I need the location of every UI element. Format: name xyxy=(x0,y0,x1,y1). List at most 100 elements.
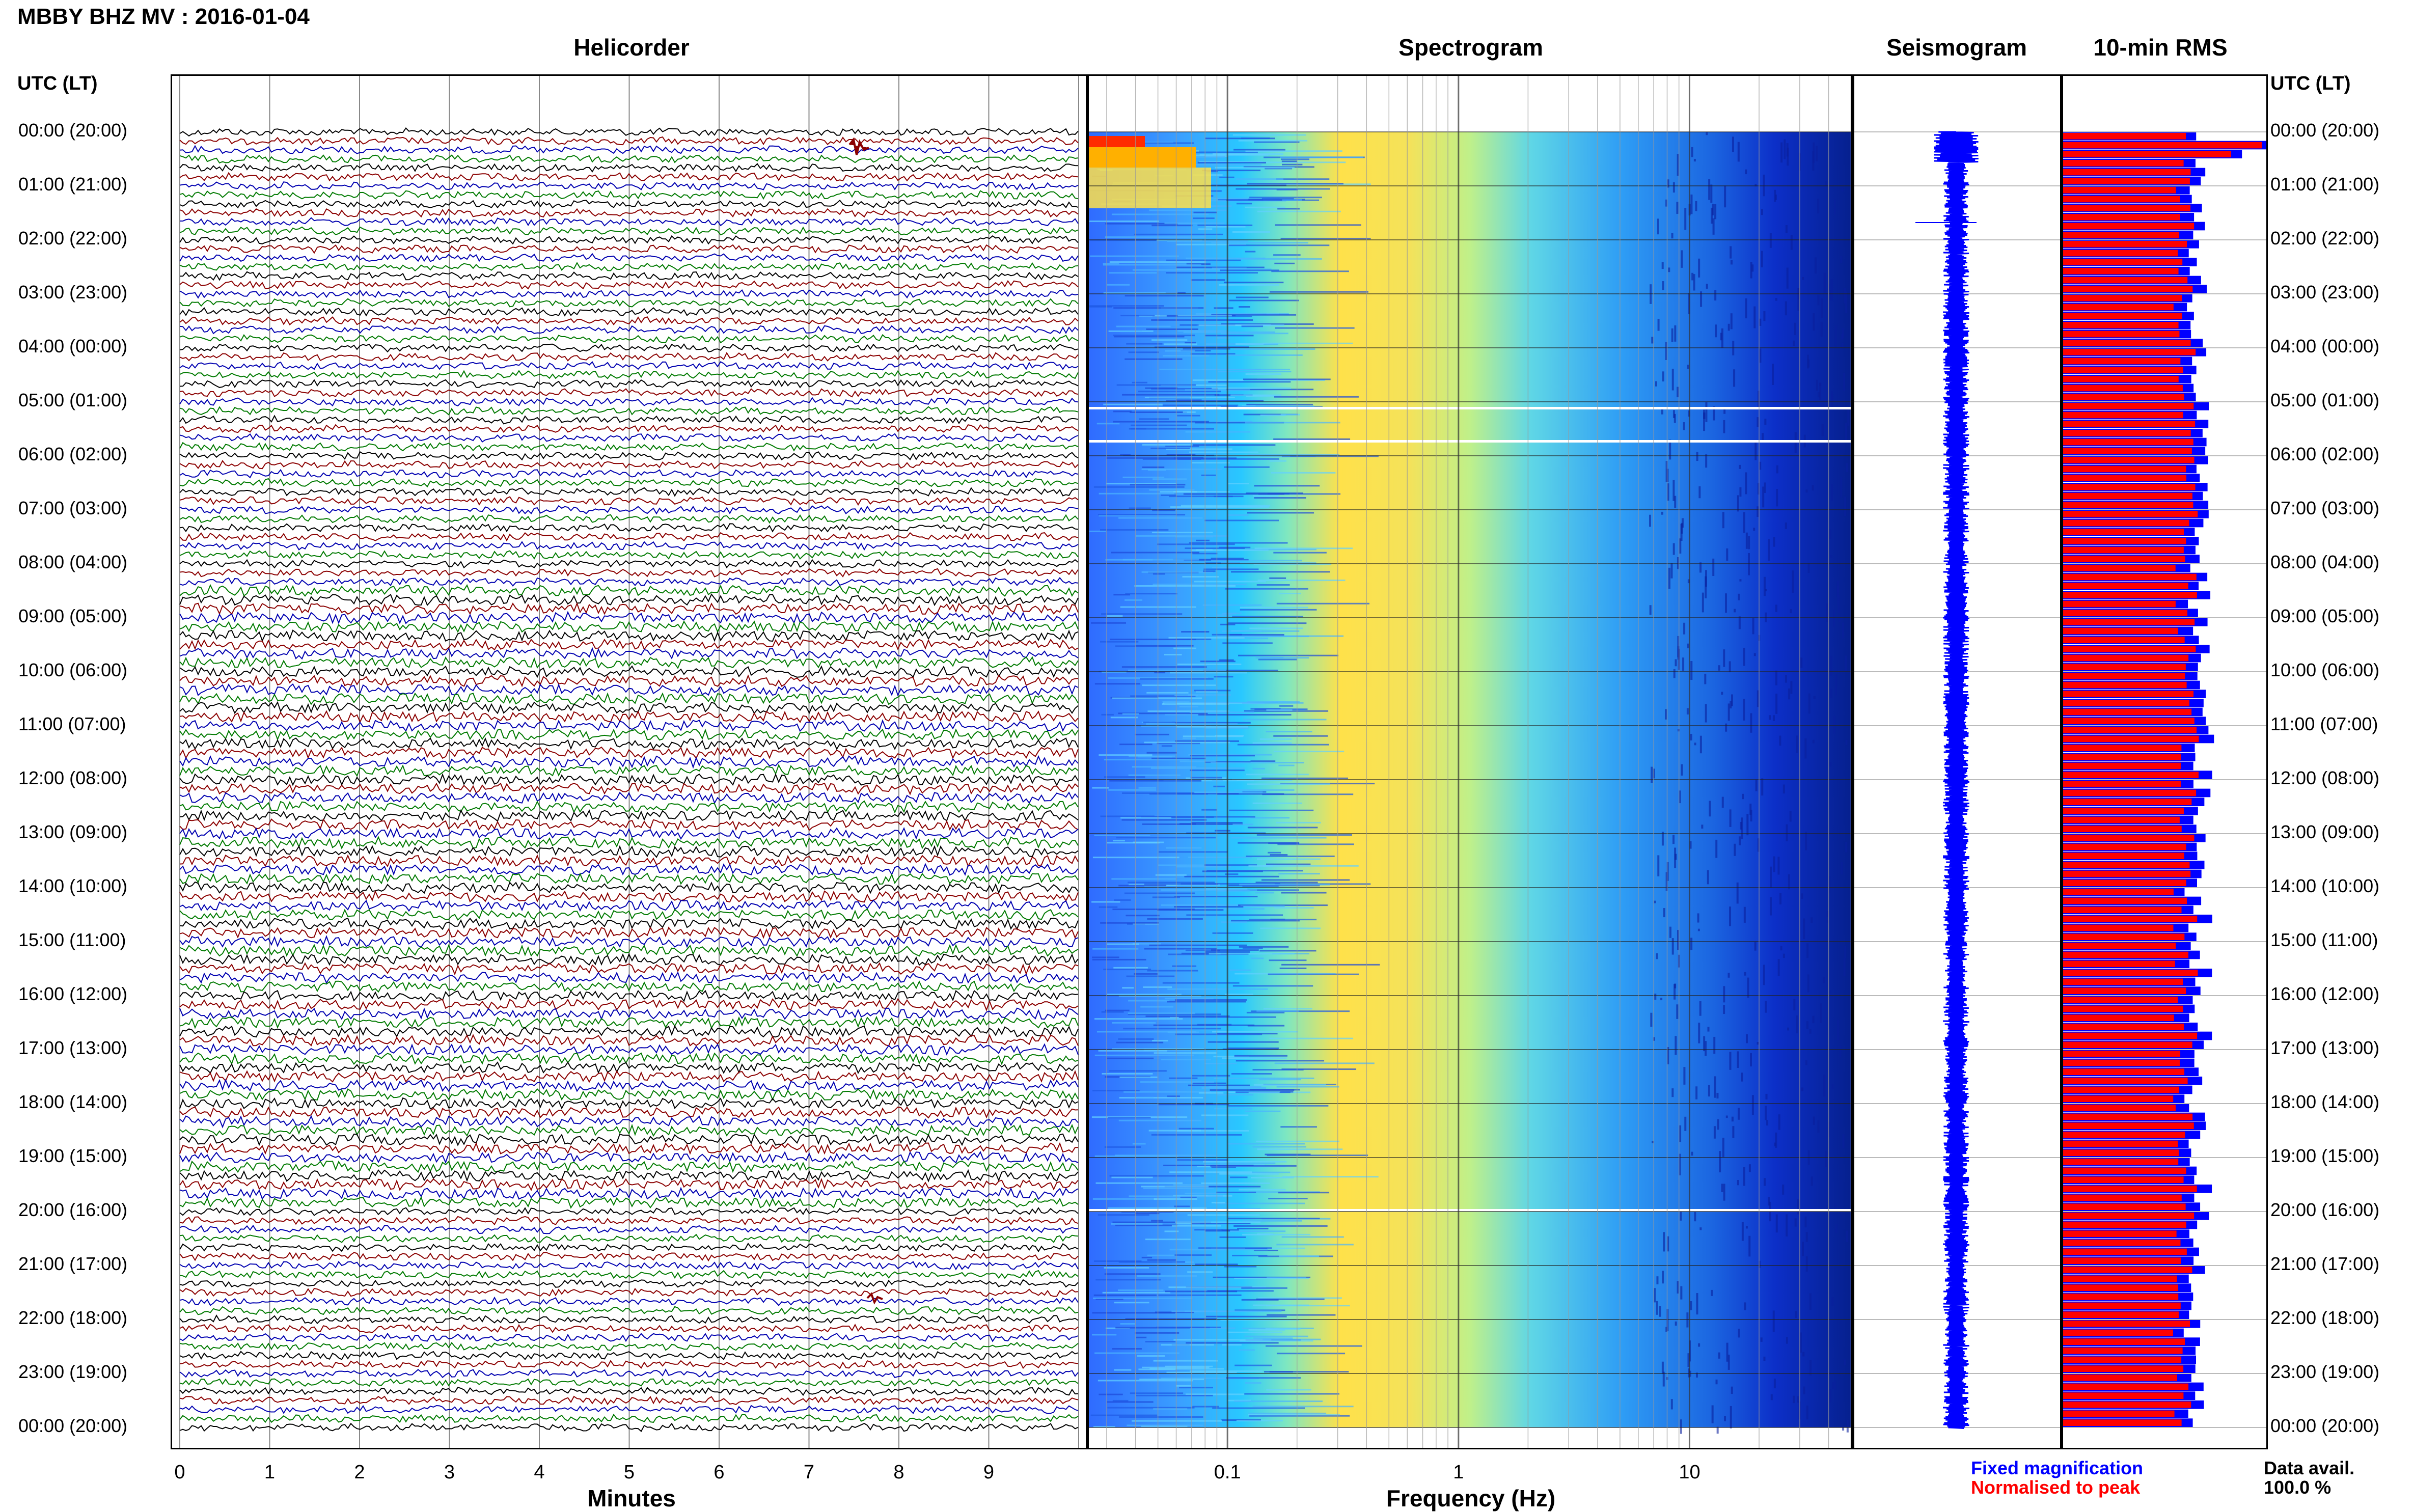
spectrogram-streak xyxy=(1679,1153,1681,1175)
spectrogram-streak xyxy=(1703,409,1706,431)
spectrogram-streak xyxy=(1126,343,1163,345)
spectrogram-streak xyxy=(1246,492,1303,494)
rms-panel[interactable] xyxy=(2062,74,2268,1449)
rms-bar-normalised xyxy=(2063,1132,2185,1138)
spectrogram-streak xyxy=(1169,1171,1252,1173)
spectrogram-streak xyxy=(1138,787,1157,789)
spectrogram-streak xyxy=(1741,1073,1743,1082)
rms-bar-normalised xyxy=(2063,592,2197,598)
spectrogram-streak xyxy=(1821,298,1823,318)
spectrogram-streak xyxy=(1245,150,1342,152)
spectrogram-streak xyxy=(1110,717,1138,719)
spectrogram-streak xyxy=(1164,702,1177,704)
spectrogram-streak xyxy=(1190,777,1222,779)
spectrogram-streak xyxy=(1276,602,1369,604)
time-label-right: 19:00 (15:00) xyxy=(2270,1145,2380,1166)
spectrogram-streak xyxy=(1175,268,1272,270)
spectrogram-streak xyxy=(1198,1092,1224,1094)
spectrogram-streak xyxy=(1214,1108,1252,1110)
spectrogram-streak xyxy=(1136,1394,1213,1396)
spectrogram-streak xyxy=(1676,202,1679,214)
time-label-right: 01:00 (21:00) xyxy=(2270,174,2380,195)
spectrogram-streak xyxy=(1840,477,1843,498)
spectrogram-streak xyxy=(1809,1293,1812,1310)
spectrogram-streak xyxy=(1725,1115,1728,1118)
spectrogram-streak xyxy=(1823,272,1826,293)
rms-bar-normalised xyxy=(2063,448,2192,454)
spectrogram-streak xyxy=(1269,291,1368,293)
helicorder-panel[interactable] xyxy=(171,74,1087,1449)
spectrogram-streak xyxy=(1161,1344,1214,1346)
spectrogram-streak xyxy=(1119,1076,1158,1078)
helicorder-trace xyxy=(179,719,1079,732)
spectrogram-streak xyxy=(1181,952,1216,954)
spectrogram-streak xyxy=(1273,751,1345,753)
rms-bar-normalised xyxy=(2063,438,2193,446)
rms-bar-normalised xyxy=(2063,340,2191,346)
rms-bar-normalised xyxy=(2063,1086,2180,1093)
spectrogram-streak xyxy=(1746,1034,1748,1043)
rms-bar-normalised xyxy=(2063,1186,2197,1192)
spectrogram-streak xyxy=(1121,819,1207,821)
time-label-right: 18:00 (14:00) xyxy=(2270,1091,2380,1112)
seismogram-panel[interactable] xyxy=(1853,74,2062,1449)
spectrogram-streak xyxy=(1227,1047,1279,1049)
rms-bar-normalised xyxy=(2063,1167,2186,1174)
spectrogram-streak xyxy=(1209,1086,1261,1088)
spectrogram-streak xyxy=(1203,570,1216,572)
spectrogram-streak xyxy=(1153,1408,1188,1410)
spectrogram-streak xyxy=(1185,1193,1227,1195)
spectrogram-panel[interactable] xyxy=(1087,74,1853,1449)
spectrogram-streak xyxy=(1671,368,1674,391)
rms-bar-normalised xyxy=(2063,654,2189,662)
spectrogram-streak xyxy=(1161,745,1172,747)
spectrogram-streak xyxy=(1730,1406,1732,1428)
spectrogram-streak xyxy=(1138,1368,1176,1370)
rms-bar-normalised xyxy=(2063,664,2186,670)
spectrogram-streak xyxy=(1217,421,1252,423)
rms-bar-normalised xyxy=(2063,718,2194,724)
rms-bar-normalised xyxy=(2063,151,2231,157)
spectrogram-streak xyxy=(1232,823,1253,826)
spectrogram-streak xyxy=(1257,858,1321,860)
helicorder-trace xyxy=(179,1106,1079,1119)
spectrogram-streak xyxy=(1149,209,1227,211)
spectrogram-streak xyxy=(1238,842,1299,844)
spectrogram-streak xyxy=(1183,331,1275,333)
spectrogram-streak xyxy=(1672,410,1675,418)
spectrogram-streak xyxy=(1123,1091,1211,1093)
time-label-right: 02:00 (22:00) xyxy=(2270,228,2380,249)
spectrogram-streak xyxy=(1730,260,1733,265)
helicorder-trace xyxy=(179,307,1079,317)
rms-bar-normalised xyxy=(2063,502,2193,508)
spectrogram-streak xyxy=(1831,394,1833,402)
spectrogram-streak xyxy=(1769,897,1772,916)
rms-bar-normalised xyxy=(2063,484,2196,490)
spectrogram-streak xyxy=(1100,529,1169,531)
time-label-left: 09:00 (05:00) xyxy=(18,606,128,626)
spectrogram-streak xyxy=(1661,1361,1664,1374)
helicorder-trace xyxy=(179,1169,1079,1183)
spectrogram-streak xyxy=(1672,543,1675,555)
spectrogram-streak xyxy=(1721,692,1723,695)
helicorder-trace xyxy=(179,1007,1079,1021)
spectrogram-streak xyxy=(1826,603,1828,622)
rms-bar-normalised xyxy=(2063,826,2182,832)
rms-bar-normalised xyxy=(2063,376,2179,382)
spectrogram-streak xyxy=(1226,889,1299,891)
spectrogram-streak xyxy=(1104,1273,1161,1275)
spectrogram-streak xyxy=(1151,339,1188,341)
spectrogram-streak xyxy=(1681,764,1683,776)
spectrogram-streak xyxy=(1760,1337,1763,1342)
spectrogram-streak xyxy=(1130,1392,1184,1394)
spectrogram-streak xyxy=(1139,1379,1204,1381)
spectrogram-streak xyxy=(1713,1126,1716,1139)
spectrogram-streak xyxy=(1089,305,1164,307)
spectrogram-streak xyxy=(1174,694,1198,696)
spectrogram-streak xyxy=(1667,1047,1669,1064)
spectrogram-streak xyxy=(1157,743,1200,745)
spectrogram-streak xyxy=(1746,814,1749,836)
helicorder-trace xyxy=(179,863,1079,876)
spectrogram-streak xyxy=(1236,1060,1325,1062)
spectrogram-streak xyxy=(1104,1267,1149,1269)
